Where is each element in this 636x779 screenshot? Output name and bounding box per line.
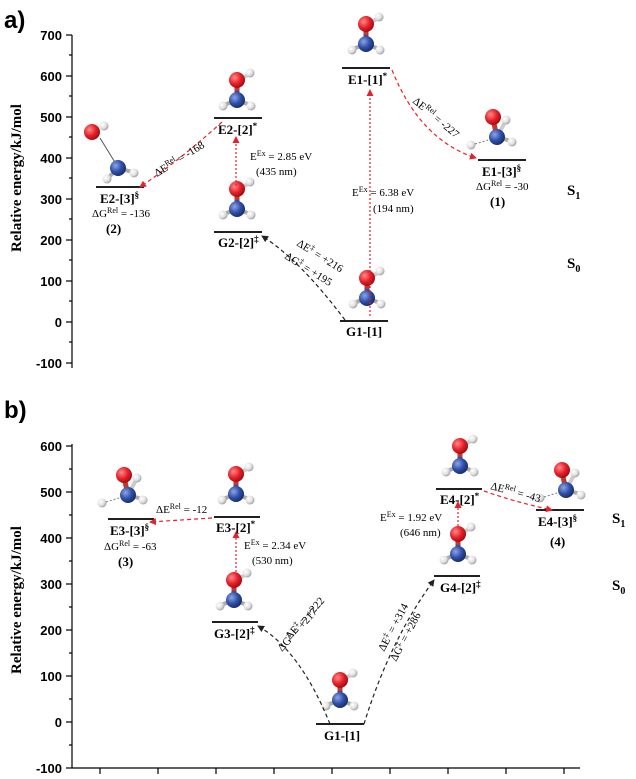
compound-number-4: (4) <box>550 534 565 549</box>
level-label-e4-3: E4-[3]§ <box>538 513 577 529</box>
relaxation-arrow-e1 <box>391 69 477 160</box>
molecule-g4-icon <box>440 523 477 565</box>
panel-b-label: b) <box>4 397 27 424</box>
tick-label: 200 <box>40 623 62 638</box>
state-s0-label-b: S0 <box>612 578 625 597</box>
relaxation-arrow-e2 <box>139 121 223 188</box>
tick-label: 300 <box>40 192 62 207</box>
dg-e3-3-annotation: ΔGRel = -63 <box>104 539 157 553</box>
excitation-wavelength-e3: (530 nm) <box>252 555 293 567</box>
molecule-g1-b-icon <box>322 669 359 711</box>
level-label-e2-3: E2-[3]§ <box>100 190 139 206</box>
molecule-g3-icon <box>216 569 253 611</box>
state-s1-label-b: S1 <box>612 511 625 530</box>
excitation-energy-e4: EEx = 1.92 eV <box>380 510 442 524</box>
excitation-energy-e3: EEx = 2.34 eV <box>244 538 306 552</box>
panel-a-levels <box>96 67 526 322</box>
tick-label: 600 <box>40 439 62 454</box>
tick-label: 100 <box>40 274 62 289</box>
level-label-e3-3: E3-[3]§ <box>110 522 149 538</box>
molecule-g1-icon <box>349 267 386 309</box>
molecule-e1-3-icon <box>467 109 517 150</box>
compound-number-3: (3) <box>118 554 133 569</box>
dg-e2-3-annotation: ΔGRel = -136 <box>92 206 151 220</box>
level-label-e3-2: E3-[2]* <box>216 519 256 535</box>
tick-label: -100 <box>36 356 62 371</box>
molecule-e3-3-icon <box>98 467 148 508</box>
molecule-e2-3-icon <box>82 119 141 186</box>
de-rel-e4-annotation: ΔERel = -43 <box>489 478 543 505</box>
level-label-g3: G3-[2]‡ <box>214 625 255 641</box>
tick-label: 600 <box>40 69 62 84</box>
panel-a-label: a) <box>4 7 25 34</box>
molecule-e1-1-icon <box>348 13 385 55</box>
molecule-e4-2-icon <box>442 435 479 477</box>
panel-b-levels <box>108 488 584 725</box>
tick-label: 400 <box>40 531 62 546</box>
de-rel-e1-annotation: ΔERel = -227 <box>410 94 463 142</box>
tick-label: 200 <box>40 233 62 248</box>
ts-arrow-g4 <box>363 579 435 725</box>
tick-label: 0 <box>55 715 62 730</box>
tick-label: 500 <box>40 110 62 125</box>
ts-arrow-g2 <box>261 235 346 321</box>
excitation-energy-e1: EEx = 6.38 eV <box>352 185 414 199</box>
dg-e1-3-annotation: ΔGRel = -30 <box>476 179 529 193</box>
level-label-g1-b: G1-[1] <box>324 728 360 743</box>
de-rel-e3-annotation: ΔERel = -12 <box>156 502 207 516</box>
tick-label: 0 <box>55 315 62 330</box>
panel-b-y-axis-label: Relative energy/kJ/mol <box>9 526 25 674</box>
de-rel-e2-annotation: ΔERel = -168 <box>151 137 207 179</box>
panel-a-y-axis <box>66 34 73 368</box>
compound-number-1: (1) <box>490 194 505 209</box>
tick-label: 300 <box>40 577 62 592</box>
panel-a-tick-labels: 700 600 500 400 300 200 100 0 -100 <box>36 28 62 371</box>
level-label-e4-2: E4-[2]* <box>440 491 480 507</box>
relaxation-arrow-e3 <box>149 517 213 526</box>
compound-number-2: (2) <box>106 221 121 236</box>
tick-label: 100 <box>40 669 62 684</box>
state-s1-label-a: S1 <box>567 183 580 202</box>
molecule-e2-2-icon <box>219 69 256 111</box>
molecule-e3-2-icon <box>218 463 255 505</box>
molecule-e4-3-icon <box>536 462 586 503</box>
level-label-e1-3: E1-[3]§ <box>482 163 521 179</box>
ts-arrow-g3 <box>257 625 331 725</box>
panel-b-tick-labels: 600 500 400 300 200 100 0 -100 <box>36 439 62 776</box>
excitation-wavelength-e1: (194 nm) <box>373 203 414 215</box>
molecule-g2-icon <box>219 178 256 220</box>
level-label-g1: G1-[1] <box>346 324 382 339</box>
excitation-wavelength-e4: (646 nm) <box>400 527 441 539</box>
level-label-e1-1: E1-[1]* <box>348 71 388 87</box>
excitation-wavelength-e2: (435 nm) <box>256 166 297 178</box>
excitation-energy-e2: EEx = 2.85 eV <box>250 149 312 163</box>
level-label-e2-2: E2-[2]* <box>218 121 258 137</box>
relaxation-arrow-e4 <box>483 490 553 513</box>
level-label-g2: G2-[2]‡ <box>218 234 259 250</box>
tick-label: 500 <box>40 485 62 500</box>
tick-label: 700 <box>40 28 62 43</box>
ts3-dg-annotation: ΔG‡ = +217 <box>274 605 320 654</box>
panel-b-y-axis <box>66 444 580 774</box>
level-label-g4: G4-[2]‡ <box>440 579 481 595</box>
panel-a-y-axis-label: Relative energy/kJ/mol <box>9 104 25 252</box>
state-s0-label-a: S0 <box>567 256 580 275</box>
tick-label: -100 <box>36 761 62 776</box>
tick-label: 400 <box>40 151 62 166</box>
